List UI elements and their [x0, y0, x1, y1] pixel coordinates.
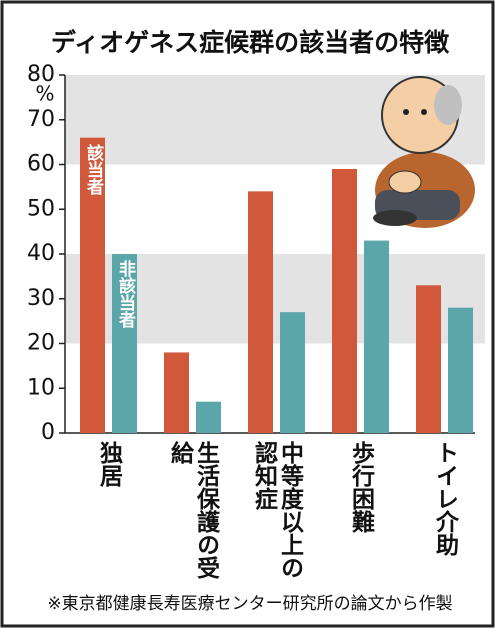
bar [164, 352, 189, 433]
chart: ディオゲネス症候群の該当者の特徴 01020304050607080%独居生活保… [0, 0, 495, 628]
legend-box: 非該当者 [112, 260, 137, 370]
y-tick-label: 60 [27, 152, 55, 177]
y-tick-label: 20 [27, 331, 55, 356]
legend-label: 非該当者 [112, 260, 137, 328]
x-tick-label: 中等度以上の認知症 [251, 441, 303, 581]
bar [332, 169, 357, 433]
y-tick-label: 70 [27, 107, 55, 132]
bar [280, 312, 305, 433]
x-tick-label-box: 中等度以上の認知症 [228, 441, 325, 591]
x-tick-label-box: 歩行困難 [312, 441, 409, 591]
x-tick-label-box: 独居 [60, 441, 157, 591]
bar [364, 241, 389, 433]
legend-label: 該当者 [80, 144, 105, 195]
x-tick-label-box: トイレ介助 [396, 441, 493, 591]
bar [416, 285, 441, 433]
bar [448, 308, 473, 433]
bar [196, 402, 221, 433]
y-unit: % [35, 82, 54, 106]
x-tick-label: 生活保護の受給 [167, 441, 219, 581]
y-tick-label: 50 [27, 196, 55, 221]
y-tick-label: 10 [27, 375, 55, 400]
y-tick-label: 30 [27, 286, 55, 311]
y-tick-label: 40 [27, 241, 55, 266]
y-tick-label: 0 [41, 420, 55, 445]
bar [248, 191, 273, 433]
x-tick-label: トイレ介助 [432, 441, 458, 581]
x-tick-label: 独居 [96, 441, 122, 581]
chart-title: ディオゲネス症候群の該当者の特徴 [51, 28, 450, 57]
footnote: ※東京都健康長寿医療センター研究所の論文から作製 [47, 594, 452, 614]
x-tick-label-box: 生活保護の受給 [144, 441, 241, 591]
legend-box: 該当者 [80, 144, 105, 254]
x-tick-label: 歩行困難 [348, 441, 374, 581]
